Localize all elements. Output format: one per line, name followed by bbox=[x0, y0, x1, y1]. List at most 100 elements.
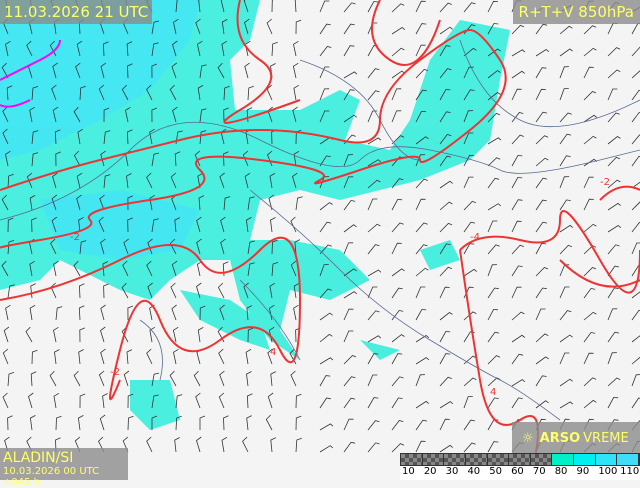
wind-barb bbox=[26, 172, 33, 189]
wind-barb bbox=[367, 68, 380, 79]
wind-barb bbox=[607, 112, 620, 123]
wind-barb bbox=[51, 216, 58, 233]
wind-barb bbox=[415, 154, 426, 167]
wind-barb bbox=[343, 291, 358, 299]
wind-barb bbox=[294, 239, 301, 255]
wind-barb bbox=[535, 177, 548, 189]
wind-barb bbox=[583, 91, 597, 101]
wind-barb bbox=[583, 25, 597, 35]
wind-barb bbox=[319, 375, 331, 387]
wind-barb bbox=[7, 284, 15, 299]
wind-barb bbox=[631, 291, 640, 299]
wind-barb bbox=[535, 23, 548, 35]
wind-barb bbox=[367, 90, 380, 101]
wind-barb bbox=[76, 172, 83, 189]
wind-barb bbox=[147, 238, 153, 255]
wind-barb bbox=[171, 260, 178, 277]
arso-sun-logo-icon: ☼ bbox=[522, 430, 534, 446]
wind-barb bbox=[607, 331, 620, 343]
wind-barb bbox=[290, 370, 297, 387]
wind-barb bbox=[25, 326, 33, 343]
wind-barb bbox=[631, 111, 640, 123]
wind-barb bbox=[415, 335, 430, 343]
wind-barb bbox=[631, 46, 640, 57]
wind-barb bbox=[631, 222, 640, 233]
wind-barb bbox=[511, 220, 522, 233]
wind-barb bbox=[343, 2, 356, 13]
wind-barb bbox=[607, 88, 618, 101]
wind-barb bbox=[270, 437, 276, 453]
wind-barb bbox=[559, 286, 570, 299]
wind-barb bbox=[217, 62, 225, 79]
wind-barb bbox=[487, 137, 502, 145]
wind-barb bbox=[559, 224, 574, 233]
wind-barb bbox=[290, 216, 297, 233]
wind-barb bbox=[271, 0, 274, 13]
wind-barb bbox=[583, 176, 594, 189]
legend-swatch bbox=[444, 454, 466, 465]
wind-barb bbox=[52, 172, 58, 189]
wind-barb bbox=[463, 132, 474, 145]
legend-swatch bbox=[530, 454, 553, 465]
contour-label: -4 bbox=[470, 232, 480, 243]
wind-barb bbox=[5, 304, 11, 321]
wind-barb bbox=[319, 288, 332, 299]
wind-barb bbox=[31, 130, 39, 145]
legend-swatch bbox=[574, 454, 596, 465]
wind-barb bbox=[77, 128, 84, 145]
wind-barb bbox=[343, 418, 354, 431]
wind-barb bbox=[607, 22, 618, 35]
wind-barbs bbox=[1, 0, 640, 453]
wind-barb bbox=[535, 267, 549, 277]
wind-barb bbox=[295, 393, 302, 409]
legend-swatch bbox=[509, 454, 531, 465]
isotherm-zero bbox=[0, 39, 61, 108]
wind-barb bbox=[7, 173, 14, 189]
wind-barb bbox=[367, 179, 381, 189]
wind-barb bbox=[73, 260, 81, 277]
wind-barb bbox=[293, 304, 299, 321]
wind-barb bbox=[559, 334, 573, 343]
wind-barb bbox=[607, 377, 621, 387]
wind-barb bbox=[583, 311, 597, 321]
wind-barb bbox=[559, 48, 573, 57]
wind-barb bbox=[631, 242, 640, 255]
wind-barb bbox=[343, 23, 355, 35]
wind-barb bbox=[5, 40, 11, 57]
wind-barb bbox=[146, 436, 153, 453]
wind-barb bbox=[367, 353, 379, 365]
wind-barb bbox=[127, 217, 133, 233]
legend-tick: 100 bbox=[598, 466, 618, 477]
wind-barb bbox=[487, 48, 501, 57]
wind-barb bbox=[7, 372, 15, 387]
wind-barb bbox=[415, 440, 426, 453]
wind-barb bbox=[535, 356, 549, 365]
wind-barb bbox=[583, 267, 597, 277]
wind-barb bbox=[439, 2, 452, 13]
wind-barb bbox=[559, 401, 574, 409]
wind-barb bbox=[51, 84, 57, 101]
wind-barb bbox=[535, 375, 547, 387]
wind-barb bbox=[52, 106, 59, 123]
wind-barb bbox=[463, 89, 475, 101]
legend-swatch bbox=[617, 454, 640, 465]
wind-barb bbox=[52, 62, 58, 79]
wind-barb bbox=[221, 40, 228, 57]
wind-barb bbox=[31, 217, 37, 233]
wind-barb bbox=[102, 41, 109, 57]
wind-barb bbox=[391, 242, 402, 255]
wind-barb bbox=[583, 377, 597, 387]
wind-barb bbox=[29, 305, 36, 321]
wind-barb bbox=[246, 371, 252, 387]
wind-barb bbox=[415, 23, 427, 35]
wind-barb bbox=[98, 216, 105, 233]
wind-barb bbox=[559, 378, 573, 387]
wind-barb bbox=[391, 198, 403, 211]
wind-barb bbox=[583, 331, 596, 343]
wind-barb bbox=[219, 172, 225, 189]
wind-barb bbox=[175, 394, 183, 409]
wind-barb bbox=[196, 282, 202, 299]
wind-barb bbox=[367, 198, 378, 211]
wind-barb bbox=[173, 348, 179, 365]
wind-barb bbox=[583, 399, 597, 409]
